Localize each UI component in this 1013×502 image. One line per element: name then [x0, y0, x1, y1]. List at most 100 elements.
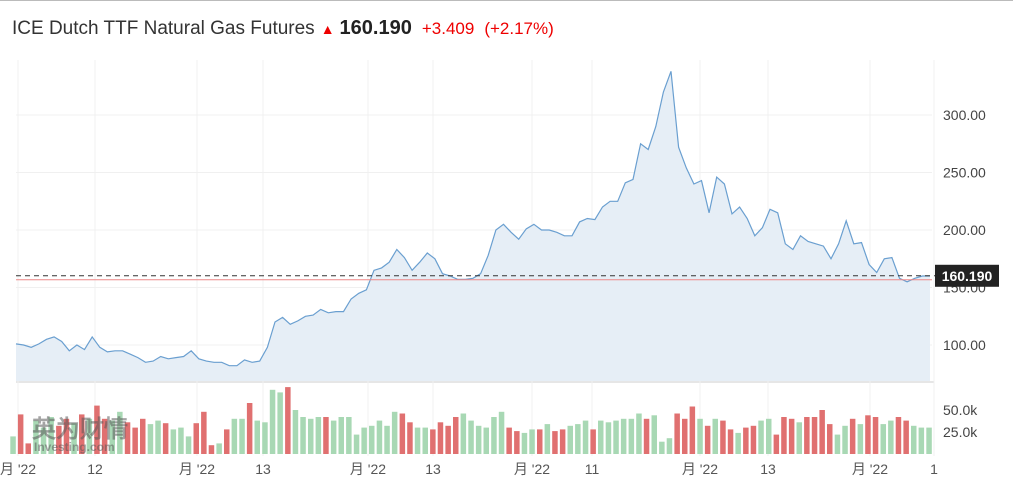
volume-bar	[880, 424, 886, 454]
x-tick-label: 月 '22	[514, 461, 550, 477]
volume-bar	[804, 417, 810, 454]
volume-bar	[453, 417, 459, 454]
volume-bar	[292, 410, 299, 454]
volume-bar	[903, 420, 909, 454]
volume-bar	[269, 389, 276, 454]
volume-bar	[498, 411, 505, 454]
volume-bar	[246, 403, 253, 454]
volume-bar	[590, 429, 596, 454]
volume-bar	[231, 418, 238, 454]
volume-bar	[819, 410, 825, 454]
volume-bar	[865, 415, 871, 454]
volume-bar	[147, 424, 154, 454]
volume-bar	[308, 418, 314, 454]
x-tick-label: 月 '22	[179, 461, 215, 477]
volume-bar	[918, 427, 925, 454]
volume-bar	[537, 429, 543, 454]
y-tick-label: 200.00	[943, 222, 986, 238]
volume-bar	[391, 411, 398, 454]
volume-bar	[109, 420, 115, 454]
volume-bar	[71, 423, 77, 454]
volume-bar	[208, 445, 215, 454]
volume-bar	[643, 418, 650, 454]
volume-bar	[666, 438, 673, 454]
volume-bar	[315, 417, 322, 454]
volume-bar	[766, 418, 772, 454]
volume-bar	[911, 425, 917, 454]
volume-bar	[552, 431, 558, 454]
volume-bar	[79, 414, 85, 454]
top-border	[0, 0, 1013, 1]
volume-bar	[414, 427, 421, 454]
volume-bar	[743, 427, 749, 454]
volume-tick-label: 25.0k	[943, 424, 978, 440]
volume-bar	[689, 406, 696, 454]
volume-bar	[185, 436, 192, 454]
volume-bar	[330, 420, 337, 454]
volume-bar	[483, 427, 489, 454]
volume-bar	[872, 417, 879, 454]
volume-bar	[155, 420, 161, 454]
volume-bar	[86, 418, 93, 454]
volume-bar	[704, 425, 711, 454]
y-tick-label: 300.00	[943, 107, 986, 123]
x-tick-label: 13	[425, 461, 441, 477]
volume-bar	[101, 418, 108, 454]
chart-header: ICE Dutch TTF Natural Gas Futures ▲ 160.…	[12, 17, 554, 40]
volume-bar	[888, 420, 894, 454]
volume-bar	[193, 423, 199, 454]
price-line	[15, 71, 930, 367]
volume-bar	[926, 427, 932, 454]
volume-bar	[697, 418, 703, 454]
volume-bar	[491, 417, 497, 454]
volume-bar	[170, 429, 177, 454]
volume-bar	[407, 422, 413, 454]
volume-bar	[575, 424, 581, 454]
volume-bar	[353, 434, 360, 454]
volume-bar	[140, 418, 146, 454]
x-tick-label: 月 '22	[852, 461, 888, 477]
volume-bar	[361, 427, 367, 454]
y-tick-label: 100.00	[943, 337, 986, 353]
x-tick-label: 13	[255, 461, 271, 477]
volume-bar	[117, 411, 123, 454]
volume-bar	[475, 425, 482, 454]
volume-bar	[430, 429, 436, 454]
y-tick-label: 250.00	[943, 165, 986, 181]
price-change-percent: (+2.17%)	[484, 19, 554, 38]
volume-bar	[506, 427, 512, 454]
volume-bar	[460, 413, 467, 454]
volume-bar	[132, 427, 138, 454]
last-price: 160.190	[339, 17, 412, 39]
volume-bar	[559, 429, 566, 454]
volume-bar	[25, 443, 31, 454]
watermark-logo: 英为财情	[32, 416, 128, 443]
volume-bar	[613, 420, 619, 454]
volume-bar	[33, 420, 39, 454]
price-area	[16, 71, 930, 382]
volume-bar	[468, 420, 474, 454]
x-tick-label: 月 '22	[0, 461, 36, 477]
volume-bar	[567, 425, 573, 454]
volume-bar	[514, 431, 520, 454]
volume-bar	[758, 420, 764, 454]
x-tick-label: 13	[760, 461, 776, 477]
volume-bar	[636, 413, 642, 454]
volume-bar	[384, 425, 390, 454]
volume-bar	[827, 424, 833, 454]
volume-bar	[674, 413, 680, 454]
volume-bar	[201, 411, 207, 454]
volume-bar	[63, 418, 70, 454]
volume-bar	[788, 418, 795, 454]
volume-bar	[399, 413, 406, 454]
volume-bar	[651, 415, 657, 454]
volume-bar	[849, 418, 856, 454]
volume-bar	[720, 420, 726, 454]
volume-bar	[162, 423, 169, 454]
volume-bar	[300, 417, 306, 454]
volume-bar	[895, 417, 902, 454]
volume-bar	[781, 417, 787, 454]
volume-bar	[529, 429, 535, 454]
volume-bar	[659, 441, 665, 454]
